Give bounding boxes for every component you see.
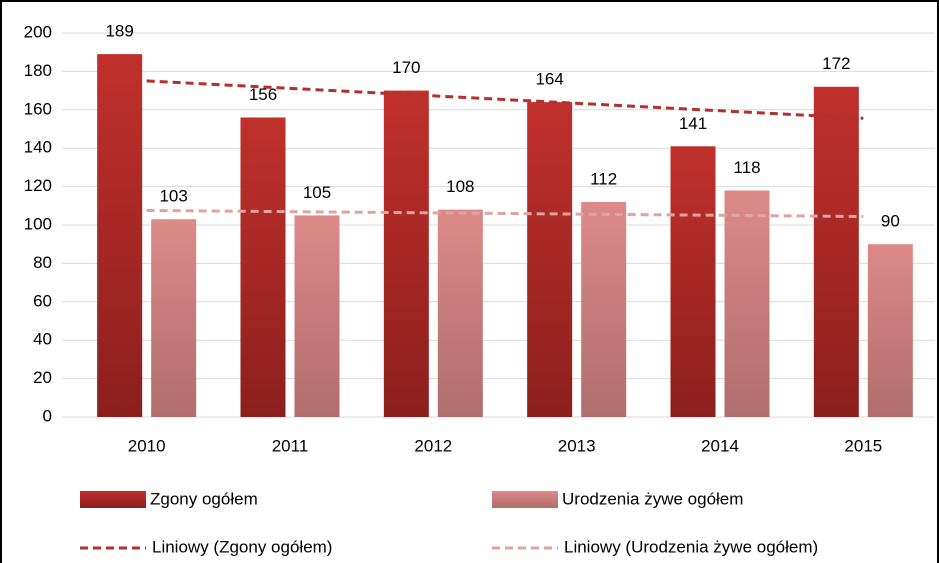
data-label: 141 (679, 114, 707, 133)
y-tick-label: 200 (24, 22, 52, 41)
x-tick-label: 2014 (701, 436, 739, 455)
data-label: 118 (733, 158, 760, 177)
bar (437, 209, 483, 417)
legend-label: Urodzenia żywe ogółem (562, 489, 743, 508)
y-tick-label: 20 (33, 368, 52, 387)
bar (240, 117, 286, 417)
bar (383, 90, 429, 417)
legend-swatch (492, 491, 558, 508)
y-tick-label: 0 (43, 406, 52, 425)
trendline (146, 208, 864, 218)
y-tick-label: 120 (24, 176, 52, 195)
bar (724, 190, 770, 417)
bar (581, 201, 627, 417)
x-tick-label: 2013 (558, 436, 596, 455)
y-tick-label: 40 (33, 330, 52, 349)
data-label: 112 (590, 169, 617, 188)
data-label: 105 (303, 183, 331, 202)
data-label: 172 (822, 54, 850, 73)
data-label: 156 (249, 85, 277, 104)
x-tick-label: 2015 (844, 436, 882, 455)
y-tick-label: 160 (24, 99, 52, 118)
bar (151, 219, 197, 417)
x-tick-label: 2010 (128, 436, 166, 455)
y-tick-label: 140 (24, 138, 52, 157)
y-tick-label: 80 (33, 253, 52, 272)
y-tick-label: 60 (33, 291, 52, 310)
data-label: 189 (105, 22, 133, 41)
bar (294, 215, 340, 417)
legend-swatch (80, 491, 146, 508)
bar (670, 146, 716, 417)
legend-label: Zgony ogółem (150, 489, 258, 508)
data-label: 164 (535, 70, 563, 89)
bar (867, 244, 913, 417)
data-label: 170 (392, 58, 420, 77)
x-tick-label: 2011 (272, 436, 309, 455)
x-tick-label: 2012 (414, 436, 452, 455)
bar (813, 86, 859, 417)
bar (527, 102, 573, 418)
trendline (146, 79, 864, 120)
y-tick-label: 100 (24, 214, 52, 233)
legend-label: Liniowy (Zgony ogółem) (152, 537, 332, 556)
data-label: 108 (446, 177, 474, 196)
bar (97, 54, 143, 418)
legend-label: Liniowy (Urodzenia żywe ogółem) (564, 537, 818, 556)
data-label: 103 (159, 187, 187, 206)
y-tick-label: 180 (24, 61, 52, 80)
data-label: 90 (881, 212, 900, 231)
